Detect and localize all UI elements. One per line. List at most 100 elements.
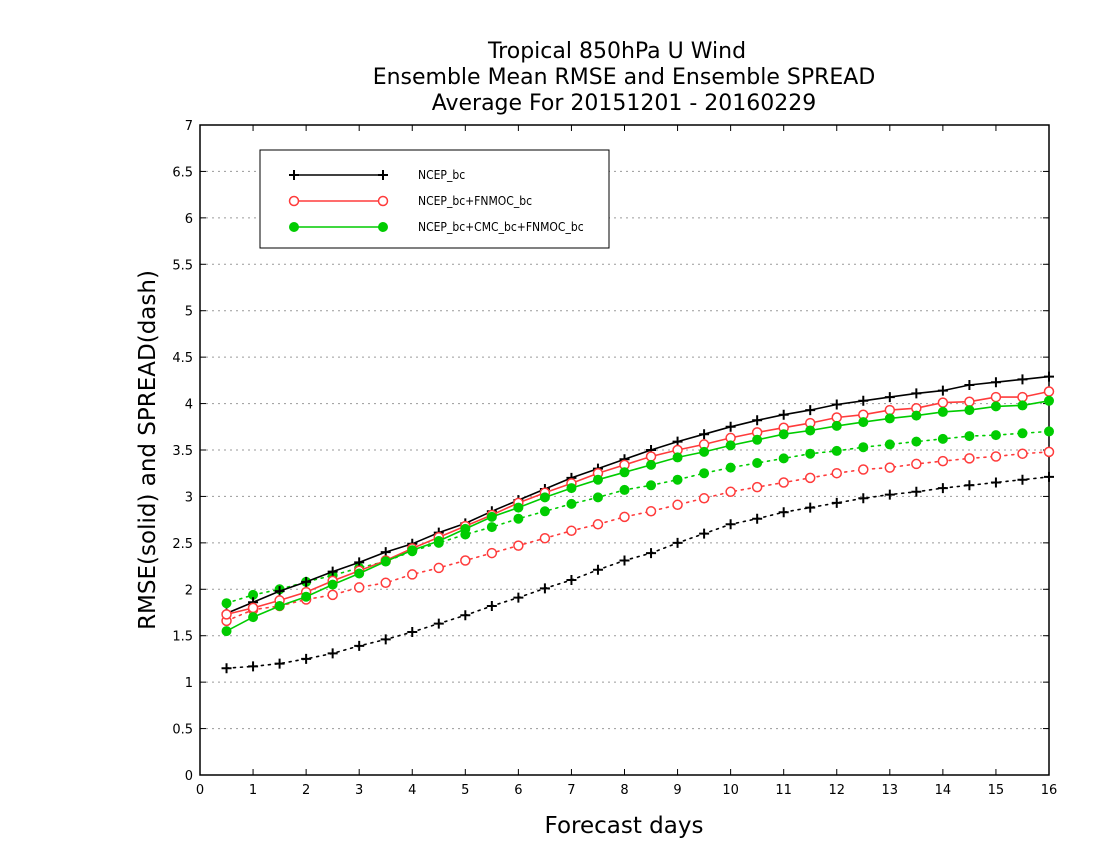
series-1-rmse-point bbox=[1044, 371, 1054, 382]
series-3-rmse-line bbox=[226, 400, 1050, 632]
series-3-spread-point bbox=[699, 468, 710, 479]
series-2-spread-point bbox=[460, 555, 471, 566]
series-3-spread-point bbox=[619, 484, 630, 495]
y-tick-label: 7 bbox=[185, 119, 193, 134]
y-tick-label: 3 bbox=[185, 490, 193, 505]
x-tick-label: 0 bbox=[196, 783, 204, 798]
series-2-spread-point bbox=[937, 455, 949, 467]
series-1-rmse-point bbox=[778, 409, 789, 420]
series-2-rmse bbox=[221, 386, 1055, 620]
x-tick-label: 6 bbox=[514, 783, 522, 798]
y-tick-label: 0 bbox=[185, 769, 193, 784]
series-3-spread-point bbox=[805, 448, 816, 459]
series-3-rmse-point bbox=[752, 434, 763, 445]
series-2-spread-point bbox=[539, 532, 551, 544]
series-1-spread-point bbox=[1044, 471, 1054, 482]
series-1-spread-point bbox=[805, 502, 816, 513]
series-3-rmse-point bbox=[566, 483, 577, 494]
series-3-spread-point bbox=[513, 513, 524, 524]
series-1-spread-point bbox=[592, 564, 603, 575]
legend-marker-1-end bbox=[378, 170, 388, 180]
series-2-spread-point bbox=[831, 467, 842, 479]
series-2-rmse-point bbox=[990, 391, 1002, 403]
series-3-spread-point bbox=[911, 436, 922, 447]
series-1-rmse-point bbox=[858, 395, 869, 406]
series-3-rmse-point bbox=[592, 474, 603, 485]
series-2-spread-point bbox=[486, 547, 498, 559]
series-1-rmse-point bbox=[937, 385, 948, 396]
series-1-spread-point bbox=[911, 486, 922, 497]
y-tick-label: 5.5 bbox=[172, 258, 193, 273]
x-tick-label: 1 bbox=[249, 783, 257, 798]
series-1-spread-point bbox=[248, 661, 259, 672]
series-3-rmse-point bbox=[619, 467, 630, 478]
series-3-rmse bbox=[221, 395, 1054, 637]
series-3-spread-point bbox=[592, 492, 603, 503]
x-tick-label: 10 bbox=[722, 783, 739, 798]
series-2-spread-point bbox=[592, 519, 604, 530]
series-2-spread-point bbox=[619, 511, 630, 523]
series-1-rmse-point bbox=[884, 392, 895, 403]
series-3-spread-point bbox=[884, 439, 895, 450]
series-1-spread-point bbox=[407, 627, 418, 637]
series-3-spread-point bbox=[964, 431, 975, 442]
series-1-rmse-point bbox=[990, 377, 1001, 388]
series-1-spread-point bbox=[858, 493, 869, 504]
series-3-rmse-point bbox=[964, 405, 975, 416]
series-3-spread-point bbox=[221, 598, 232, 609]
legend-marker-2-start bbox=[288, 195, 300, 207]
series-2-spread-point bbox=[725, 486, 736, 498]
series-2-spread bbox=[221, 446, 1055, 627]
y-tick-label: 2.5 bbox=[172, 537, 193, 552]
series-2-spread-point bbox=[1043, 446, 1055, 458]
series-2-spread-point bbox=[858, 464, 869, 475]
grid-lines bbox=[200, 170, 1049, 730]
series-3-rmse-point bbox=[221, 626, 232, 637]
series-3-spread-point bbox=[990, 430, 1001, 441]
series-3-spread-point bbox=[646, 480, 657, 491]
y-axis-label: RMSE(solid) and SPREAD(dash) bbox=[135, 270, 161, 630]
series-2-spread-point bbox=[645, 506, 657, 517]
series-1-spread-point bbox=[1017, 474, 1028, 485]
legend-marker-3-end bbox=[378, 222, 388, 232]
series-2-spread-point bbox=[911, 458, 922, 470]
series-3-rmse-point bbox=[831, 420, 842, 431]
series-3-rmse-point bbox=[1017, 400, 1028, 411]
series-1-spread-point bbox=[354, 640, 365, 651]
series-1-spread-point bbox=[274, 658, 285, 669]
series-3-rmse-point bbox=[646, 459, 657, 470]
series-3-rmse-point bbox=[274, 601, 285, 611]
series-3-spread-point bbox=[566, 498, 577, 509]
x-tick-label: 2 bbox=[302, 783, 310, 798]
series-1-rmse-point bbox=[911, 388, 922, 399]
series-3-rmse-point bbox=[858, 417, 869, 428]
series-3-rmse-point bbox=[884, 413, 895, 424]
series-2-rmse-point bbox=[1043, 386, 1055, 397]
series-3-rmse-point bbox=[805, 425, 816, 436]
x-tick-label: 12 bbox=[828, 783, 845, 798]
series-2-rmse-point bbox=[884, 404, 896, 416]
series-3-rmse-point bbox=[354, 568, 365, 579]
series-1-rmse-point bbox=[301, 576, 312, 587]
series-3-spread-point bbox=[539, 506, 550, 517]
series-1-spread-point bbox=[725, 519, 736, 530]
y-tick-label: 4.5 bbox=[172, 351, 193, 366]
series-2-rmse-point bbox=[221, 609, 232, 620]
series-2-spread-point bbox=[1017, 448, 1028, 459]
series-1-spread-point bbox=[964, 480, 975, 491]
series-2-rmse-point bbox=[937, 397, 949, 408]
y-tick-label: 4 bbox=[185, 398, 193, 413]
series-3-spread-point bbox=[858, 442, 869, 453]
x-tick-label: 7 bbox=[567, 783, 575, 798]
series-1-rmse bbox=[221, 371, 1054, 619]
series-2-spread-point bbox=[380, 577, 391, 589]
x-tick-label: 13 bbox=[882, 783, 899, 798]
series-2-spread-point bbox=[698, 493, 710, 504]
series-3-rmse-point bbox=[513, 502, 524, 513]
series-3-spread-point bbox=[1044, 426, 1054, 437]
series-1-spread bbox=[221, 471, 1054, 674]
x-axis-label: Forecast days bbox=[545, 813, 704, 839]
series-1-spread-point bbox=[699, 528, 710, 539]
series-3-rmse-point bbox=[433, 536, 444, 546]
series-2-spread-point bbox=[566, 525, 577, 537]
